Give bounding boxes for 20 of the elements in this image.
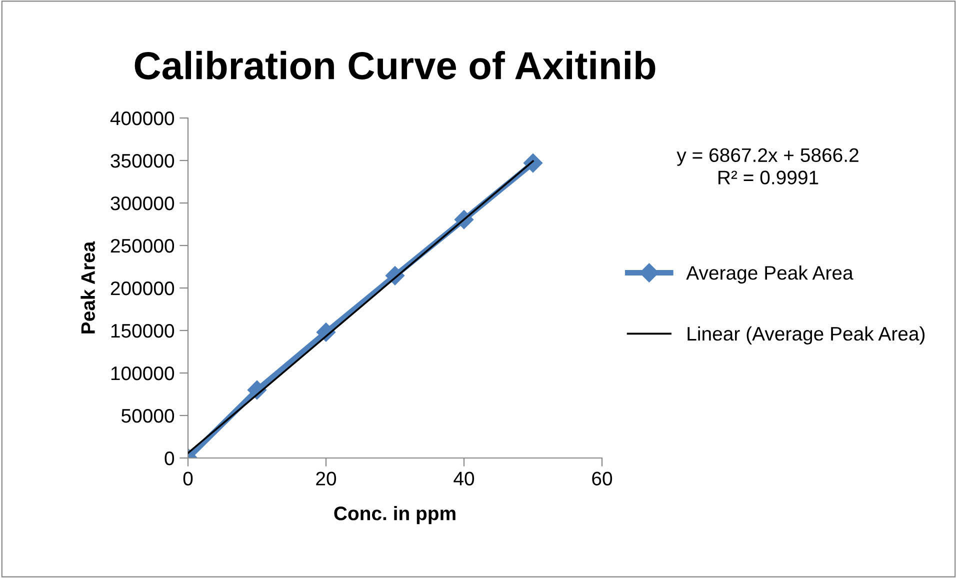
- y-tick-label: 100000: [111, 366, 174, 380]
- y-tick-label: 50000: [122, 408, 174, 423]
- y-tick-label: 200000: [110, 281, 174, 296]
- legend-label: Average Peak Area: [686, 265, 854, 284]
- y-axis-title: Peak Area: [80, 241, 95, 334]
- chart-title: Calibration Curve of Axitinib: [134, 50, 656, 80]
- y-tick-label: 350000: [110, 154, 174, 168]
- y-tick-label: 300000: [110, 196, 174, 210]
- x-axis-title: Conc. in ppm: [334, 506, 456, 524]
- y-tick-label: 150000: [111, 324, 174, 338]
- x-tick-label: 0: [183, 472, 193, 486]
- text: y = 6867.2x + 5866.2 R² = 0.9991: [676, 148, 858, 184]
- y-tick-label: 0: [164, 451, 174, 466]
- y-tick-label: 250000: [110, 238, 174, 253]
- legend-label: Linear (Average Peak Area): [688, 326, 925, 345]
- x-tick-label: 60: [592, 472, 612, 486]
- x-tick-label: 40: [454, 472, 474, 486]
- y-tick-label: 400000: [110, 111, 174, 126]
- x-tick-label: 20: [316, 472, 336, 486]
- point: [523, 154, 543, 173]
